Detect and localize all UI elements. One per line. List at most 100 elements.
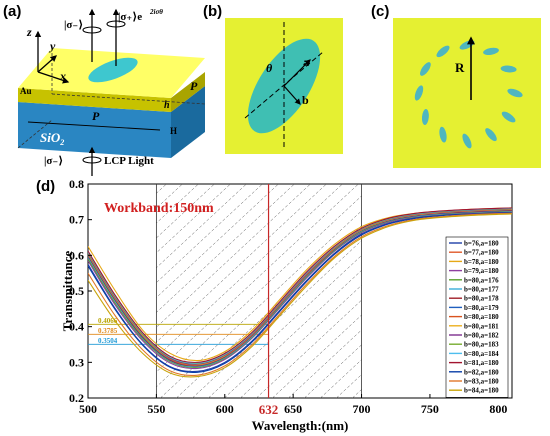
legend-label: b=77,a=180 — [464, 249, 499, 257]
a-label: a — [303, 55, 309, 69]
hatch-line — [240, 284, 362, 398]
au-label: Au — [20, 86, 32, 96]
legend-label: b=80,a=177 — [464, 286, 499, 294]
legend-label: b=80,a=180 — [464, 313, 499, 321]
theta-label: θ — [266, 61, 273, 75]
marker: 632 — [259, 184, 278, 417]
panel-a: (a) z y x |σ₋⟩ |σ₊⟩e 2iσθ Au h P P — [3, 3, 206, 176]
series-line-14 — [88, 207, 512, 363]
series-lines — [88, 207, 512, 378]
x-tick-label: 550 — [147, 402, 165, 416]
legend-label: b=83,a=180 — [464, 378, 499, 386]
p-side-label: P — [190, 79, 198, 93]
hatch-line — [224, 270, 362, 398]
ring-ellipse — [420, 62, 431, 76]
axis-y-arrow — [37, 55, 57, 73]
y-tick-label: 0.5 — [69, 284, 84, 298]
annotation-lines: 0.4066 0.3785 0.3504 — [88, 317, 269, 345]
hatch-line — [156, 184, 199, 224]
legend-label: b=81,a=180 — [464, 359, 499, 367]
hatch-line — [208, 255, 362, 398]
hatch-line — [256, 299, 362, 398]
y-axis-ticks: 0.2 0.3 0.4 0.5 0.6 0.7 0.8 — [69, 177, 92, 405]
substrate-front — [18, 102, 171, 158]
hatch-line — [156, 184, 359, 373]
x-tick-label: 650 — [284, 402, 302, 416]
legend-label: b=80,a=184 — [464, 350, 499, 358]
incident-helicity-icon — [82, 156, 102, 164]
p-bottom-label: P — [92, 109, 100, 123]
h-label: h — [164, 100, 170, 111]
y-tick-label: 0.7 — [69, 213, 84, 227]
nanohole-ellipse — [88, 57, 138, 83]
hatch-line — [544, 184, 550, 398]
x-tick-label: 600 — [216, 402, 234, 416]
hatch-line — [528, 184, 550, 398]
hatch-line — [156, 184, 327, 343]
hatch-line — [512, 184, 550, 398]
semi-axis-a-arrow — [283, 59, 311, 87]
legend-label: b=76,a=180 — [464, 240, 499, 248]
y-tick-label: 0.2 — [69, 391, 84, 405]
annotation-label: 0.4066 — [98, 317, 118, 325]
legend: b=76,a=180b=77,a=180b=78,a=180b=79,a=180… — [445, 236, 509, 398]
incident-state-label: |σ₋⟩ — [44, 155, 63, 167]
legend-label: b=80,a=179 — [464, 304, 499, 312]
lcp-light-label: LCP Light — [104, 155, 154, 167]
ring-ellipse — [439, 126, 447, 143]
y-tick-label: 0.3 — [69, 355, 84, 369]
axis-x-arrow — [37, 71, 70, 84]
legend-label: b=80,a=176 — [464, 276, 499, 284]
hatch-line — [156, 184, 215, 239]
workband-label: Workband:150nm — [104, 201, 214, 216]
series-line-15 — [88, 211, 512, 374]
sigma-plus-label: |σ₊⟩e — [118, 11, 142, 23]
annotation-label: 0.3504 — [98, 337, 118, 345]
hatch-line — [156, 184, 279, 298]
legend-label: b=79,a=180 — [464, 267, 499, 275]
axis-x-label: x — [59, 69, 66, 83]
hatch-line — [272, 314, 362, 398]
legend-label: b=82,a=180 — [464, 368, 499, 376]
panel-a-letter: (a) — [3, 3, 21, 20]
major-axis-line — [244, 51, 324, 119]
b-label: b — [302, 93, 309, 107]
series-line-17 — [88, 213, 512, 378]
gold-front — [18, 88, 171, 112]
hatch-line — [156, 184, 311, 328]
x-tick-label: 500 — [79, 402, 97, 416]
H-label: H — [170, 126, 177, 136]
ring-ellipse — [507, 88, 523, 98]
hatch-line — [156, 184, 231, 254]
panel-d: (d) Workband:150nm 0.4066 0.3785 0.3504 63… — [36, 177, 550, 433]
R-label: R — [455, 60, 465, 75]
x-axis-ticks: 500 550 600 650 700 750 800 — [79, 394, 507, 416]
transmitted-helicity-icon — [106, 20, 126, 28]
hatch-line — [156, 184, 263, 283]
ring-ellipse — [485, 128, 497, 142]
p-dimension-line — [27, 121, 161, 131]
y-tick-label: 0.8 — [69, 177, 84, 191]
hatch-line — [156, 184, 343, 358]
substrate-side — [171, 86, 205, 158]
x-tick-label: 700 — [353, 402, 371, 416]
ring-ellipse — [421, 109, 429, 125]
hatch-line — [304, 344, 362, 398]
series-line-16 — [88, 212, 512, 377]
sigma-minus-label: |σ₋⟩ — [64, 19, 83, 31]
ring-ellipse — [414, 85, 424, 101]
semi-axis-b-arrow — [283, 85, 301, 105]
ellipse-ring — [414, 40, 523, 149]
panel-d-letter: (d) — [36, 178, 55, 195]
legend-label: b=84,a=180 — [464, 387, 499, 395]
y-tick-label: 0.4 — [69, 320, 84, 334]
ring-ellipse — [483, 47, 499, 56]
annotation-label: 0.3785 — [98, 327, 118, 335]
panel-c: (c) R — [371, 3, 541, 168]
ring-ellipse — [436, 45, 450, 58]
legend-label: b=80,a=178 — [464, 295, 499, 303]
panel-c-letter: (c) — [371, 3, 389, 20]
hatch-line — [320, 359, 362, 398]
y-tick-label: 0.6 — [69, 248, 84, 262]
